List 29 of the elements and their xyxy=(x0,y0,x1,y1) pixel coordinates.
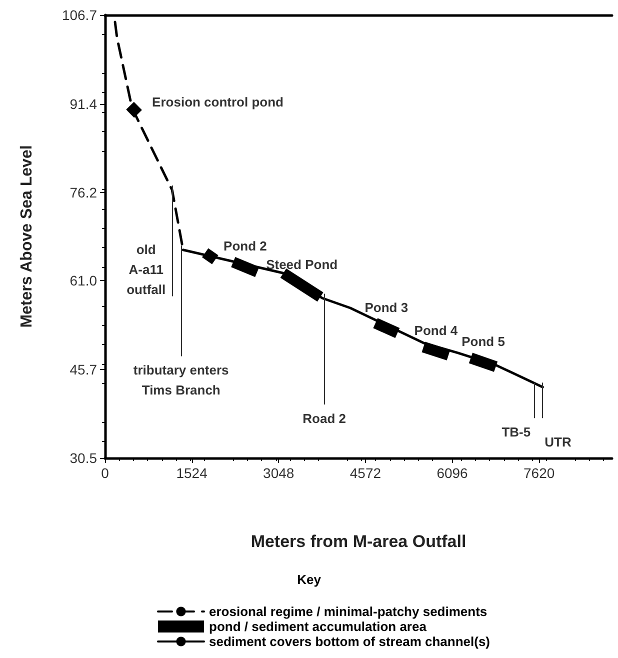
y-tick-label: 45.7 xyxy=(70,362,98,378)
x-tick-label: 7620 xyxy=(524,465,555,481)
x-tick-label: 1524 xyxy=(176,465,208,481)
annotation: Erosion control pond xyxy=(152,94,284,110)
annotation: Pond 5 xyxy=(462,334,505,350)
ref-line-label: tributary enters Tims Branch xyxy=(133,362,229,398)
annotation: Pond 4 xyxy=(414,323,458,338)
annotation: Pond 3 xyxy=(364,300,408,315)
y-tick-label: 76.2 xyxy=(70,184,98,200)
x-tick-label: 0 xyxy=(101,465,110,481)
legend-label: sediment covers bottom of stream channel(s) xyxy=(209,634,490,649)
y-tick-label: 106.7 xyxy=(62,7,98,23)
ref-line-label: UTR xyxy=(544,434,572,450)
legend-title: Key xyxy=(297,572,322,587)
x-tick-label: 6096 xyxy=(436,465,468,481)
legend-label: erosional regime / minimal-patchy sediments xyxy=(209,604,488,619)
y-tick-label: 61.0 xyxy=(70,272,98,289)
x-axis-title: Meters from M-area Outfall xyxy=(250,532,466,551)
ref-line-label: Road 2 xyxy=(302,410,346,426)
annotation: Pond 2 xyxy=(224,238,267,254)
y-tick-label: 30.5 xyxy=(70,450,98,466)
y-tick-label: 91.4 xyxy=(70,96,98,112)
annotation: Steed Pond xyxy=(266,256,338,272)
ref-line-label: TB-5 xyxy=(502,424,531,440)
ref-line-label: old A-a11 outfall xyxy=(126,242,166,298)
x-tick-label: 3048 xyxy=(263,465,294,481)
x-tick-label: 4572 xyxy=(350,465,382,481)
y-axis-title: Meters Above Sea Level xyxy=(18,145,36,328)
legend-label: pond / sediment accumulation area xyxy=(209,619,428,634)
